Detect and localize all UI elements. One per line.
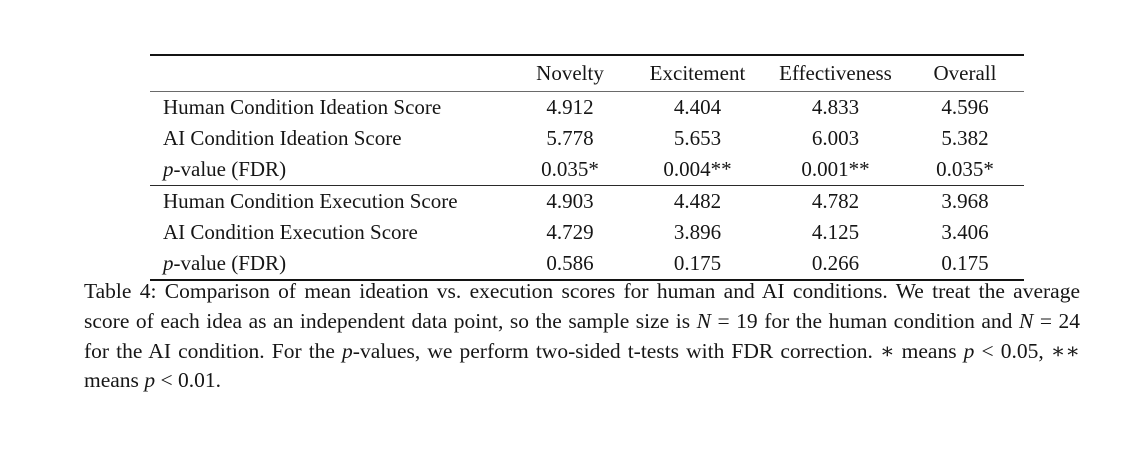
text-segment: Table 4: Comparison of mean ideation vs.…: [84, 279, 1080, 333]
table-cell: 4.404: [673, 95, 722, 119]
table-cell: 4.912: [546, 95, 594, 119]
table-cell: 0.004**: [663, 157, 732, 181]
text-segment: < 0.01.: [155, 368, 221, 393]
table-cell: 3.896: [673, 220, 722, 244]
text-segment: AI Condition Ideation Score: [163, 126, 402, 150]
table-row-ideation-0: Human Condition Ideation Score 4.912 4.404…: [150, 92, 1024, 124]
column-header-overall: Overall: [906, 55, 1024, 92]
text-segment: = 19 for the human condition and: [710, 308, 1019, 333]
table-row-execution-0: Human Condition Execution Score 4.903 4.48…: [150, 185, 1024, 217]
text-segment: N: [1018, 308, 1034, 333]
table-cell: 4.833: [811, 95, 860, 119]
text-segment: AI Condition Execution Score: [163, 220, 418, 244]
text-segment: -value (FDR): [173, 251, 287, 275]
table-cell: 3.968: [906, 185, 1024, 217]
table-body: Human Condition Ideation Score 4.912 4.404…: [150, 92, 1024, 281]
text-segment: p: [144, 368, 156, 393]
table-caption: Table 4: Comparison of mean ideation vs.…: [84, 277, 1080, 396]
table-row-ideation-2: p-value (FDR) 0.035* 0.004** 0.001** 0.035*: [150, 154, 1024, 186]
table-cell: 4.782: [765, 185, 906, 217]
text-segment: -value (FDR): [173, 157, 287, 181]
text-segment: p: [342, 338, 353, 363]
table-cell: 5.778: [546, 126, 594, 150]
table-cell: 6.003: [811, 126, 860, 150]
row-label: AI Condition Ideation Score: [150, 123, 510, 154]
text-segment: Human Condition Execution Score: [163, 189, 458, 213]
text-segment: N: [696, 308, 711, 333]
row-label: Human Condition Ideation Score: [150, 92, 510, 124]
results-table: Novelty Excitement Effectiveness Overall Hu…: [150, 54, 1024, 281]
table-cell: 0.586: [546, 251, 594, 275]
table-cell: 4.903: [510, 185, 630, 217]
table-cell: 4.596: [941, 95, 989, 119]
row-label: Human Condition Execution Score: [150, 185, 510, 217]
table-header: Novelty Excitement Effectiveness Overall: [150, 55, 1024, 92]
table-cell: 0.175: [941, 251, 989, 275]
table-cell: 5.382: [941, 126, 989, 150]
row-label: AI Condition Execution Score: [150, 217, 510, 248]
table-cell: 4.729: [546, 220, 594, 244]
table-cell: 0.175: [673, 251, 722, 275]
text-segment: < 0.05, ∗∗ means: [84, 338, 1081, 393]
table-row-execution-2: p-value (FDR) 0.586 0.175 0.266 0.175: [150, 248, 1024, 280]
table-cell: 4.125: [811, 220, 860, 244]
column-header-effectiveness: Effectiveness: [765, 55, 906, 92]
row-label: p-value (FDR): [150, 154, 510, 186]
table-cell: 0.266: [811, 251, 860, 275]
text-segment: p: [163, 157, 174, 181]
table-cell: 3.406: [941, 220, 989, 244]
table-cell: 0.035*: [936, 157, 994, 181]
text-segment: = 24 for the AI condition. For the: [84, 308, 1081, 363]
table-row-execution-1: AI Condition Execution Score 4.729 3.896 4.…: [150, 217, 1024, 248]
corner-cell: [150, 55, 510, 92]
text-segment: Human Condition Ideation Score: [163, 95, 442, 119]
table-cell: 5.653: [673, 126, 722, 150]
text-segment: -values, we perform two-sided t-tests wi…: [352, 338, 964, 363]
table-cell: 0.001**: [801, 157, 870, 181]
table-row-ideation-1: AI Condition Ideation Score 5.778 5.653 6.0…: [150, 123, 1024, 154]
text-segment: p: [163, 251, 174, 275]
column-header-novelty: Novelty: [510, 55, 630, 92]
table-cell: 4.482: [630, 185, 765, 217]
header-row: Novelty Excitement Effectiveness Overall: [150, 55, 1024, 92]
text-segment: p: [963, 338, 975, 363]
table-cell: 0.035*: [541, 157, 599, 181]
row-label: p-value (FDR): [150, 248, 510, 280]
column-header-excitement: Excitement: [630, 55, 765, 92]
